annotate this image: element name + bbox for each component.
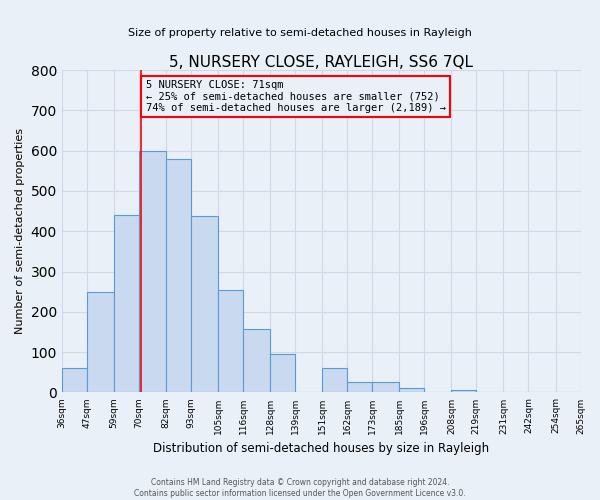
Bar xyxy=(218,290,243,392)
Y-axis label: Number of semi-detached properties: Number of semi-detached properties xyxy=(15,128,25,334)
Bar xyxy=(270,354,295,393)
Bar xyxy=(166,160,191,392)
Bar xyxy=(451,390,476,392)
Bar xyxy=(191,216,218,392)
Bar xyxy=(62,368,87,392)
Bar xyxy=(114,215,139,392)
Bar xyxy=(139,150,166,392)
Bar xyxy=(347,382,372,392)
Bar xyxy=(322,368,347,392)
Bar xyxy=(87,292,114,392)
Bar xyxy=(372,382,399,392)
X-axis label: Distribution of semi-detached houses by size in Rayleigh: Distribution of semi-detached houses by … xyxy=(153,442,489,455)
Bar xyxy=(399,388,424,392)
Text: 5 NURSERY CLOSE: 71sqm
← 25% of semi-detached houses are smaller (752)
74% of se: 5 NURSERY CLOSE: 71sqm ← 25% of semi-det… xyxy=(146,80,446,114)
Text: Size of property relative to semi-detached houses in Rayleigh: Size of property relative to semi-detach… xyxy=(128,28,472,38)
Title: 5, NURSERY CLOSE, RAYLEIGH, SS6 7QL: 5, NURSERY CLOSE, RAYLEIGH, SS6 7QL xyxy=(169,55,473,70)
Text: Contains HM Land Registry data © Crown copyright and database right 2024.
Contai: Contains HM Land Registry data © Crown c… xyxy=(134,478,466,498)
Bar xyxy=(243,329,270,392)
